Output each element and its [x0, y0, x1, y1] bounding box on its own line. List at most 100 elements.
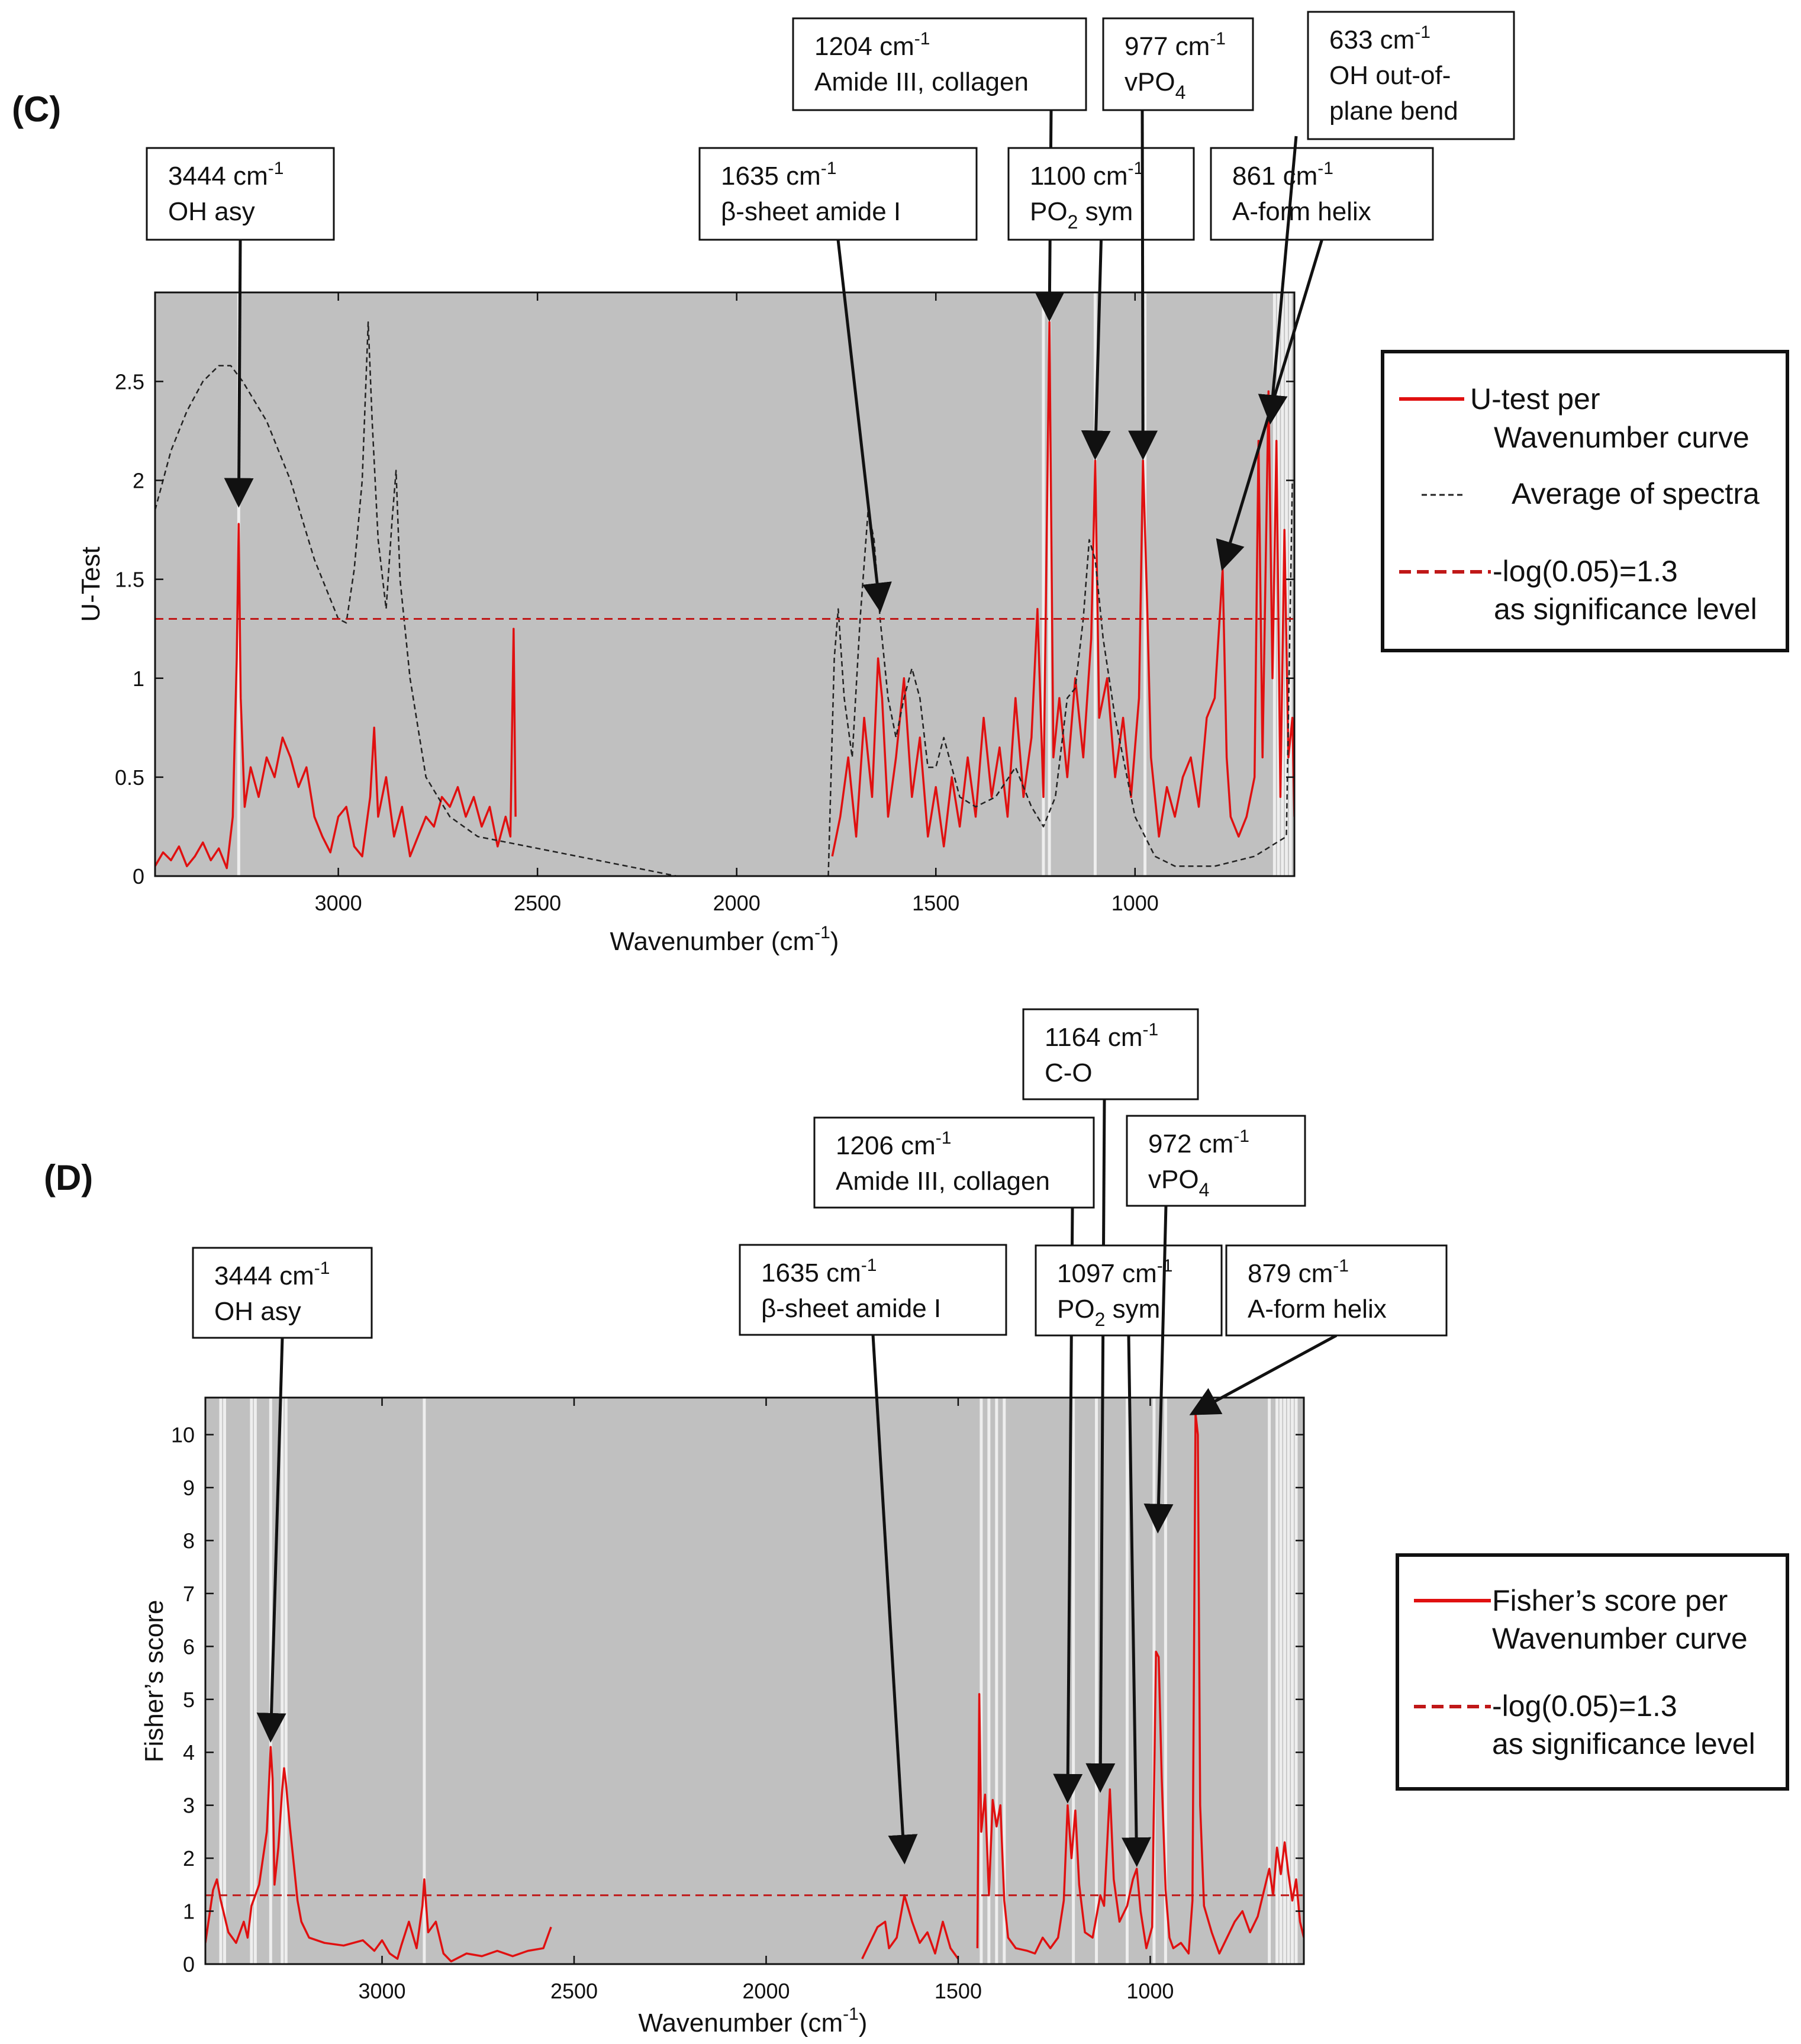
legend: Fisher’s score per Wavenumber curve -log(0…	[1396, 1553, 1789, 1791]
annotation-wavenumber-sup: -1	[1317, 159, 1333, 178]
annotation-arrow	[871, 1334, 918, 1865]
x-tick-label: 1000	[1126, 1979, 1174, 2003]
x-tick-label: 3000	[315, 891, 362, 915]
annotation-assignment-line2: plane bend	[1329, 96, 1458, 125]
x-tick-label: 1500	[912, 891, 959, 915]
y-tick-label: 1	[133, 667, 144, 691]
annotation-box	[813, 1116, 1095, 1209]
legend-label: Average of spectra	[1512, 477, 1760, 510]
annotation-wavenumber: 1100 cm-1	[1030, 159, 1143, 191]
y-axis-label: Fisher’s score	[140, 1600, 169, 1763]
y-tick-label: 1.5	[115, 568, 144, 592]
y-tick-label: 7	[183, 1582, 195, 1606]
annotation-assignment: OH asy	[214, 1297, 301, 1326]
legend-box	[1396, 1553, 1789, 1791]
annotation-arrow	[1122, 1335, 1152, 1868]
y-tick-label: 0	[183, 1952, 195, 1977]
x-axis-label: Wavenumber (cm-1)	[639, 2004, 868, 2037]
annotation-assignment: β-sheet amide I	[761, 1294, 941, 1323]
annotation-wavenumber-sup: -1	[1210, 29, 1226, 49]
annotation-assignment-name: β-sheet amide I	[721, 197, 901, 226]
y-tick-label: 2	[183, 1846, 195, 1871]
annotation-wavenumber: 3444 cm-1	[168, 159, 283, 191]
annotation-assignment-sub: 2	[1095, 1309, 1106, 1330]
annotation-assignment-sub: 2	[1068, 211, 1078, 233]
annotation-assignment: PO2 sym	[1030, 197, 1133, 233]
annotation-assignment-name: vPO	[1125, 67, 1175, 96]
series-group	[205, 1412, 1304, 1963]
annotation-assignment-name: C-O	[1045, 1058, 1093, 1087]
annotation-wavenumber: 977 cm-1	[1125, 29, 1226, 61]
annotation-assignment-name: PO	[1057, 1295, 1095, 1324]
annotation-wavenumber: 1097 cm-1	[1057, 1256, 1172, 1288]
annotation-wavenumber-value: 1164 cm	[1045, 1023, 1143, 1052]
annotation-wavenumber-value: 3444 cm	[214, 1261, 314, 1290]
annotation-arrow	[1258, 136, 1298, 425]
annotation-wavenumber: 1204 cm-1	[814, 29, 930, 61]
x-tick-label: 1500	[935, 1979, 982, 2003]
annotation-box	[1307, 11, 1515, 140]
annotation: 633 cm-1OH out-of-plane bend	[1258, 11, 1515, 425]
x-axis-label-sup: -1	[814, 923, 830, 942]
x-axis-label-end: )	[830, 927, 839, 956]
annotation-wavenumber-sup: -1	[1143, 1020, 1159, 1039]
annotation-wavenumber-value: 1206 cm	[836, 1131, 936, 1160]
y-tick-label: 9	[183, 1476, 195, 1500]
annotation-assignment: Amide III, collagen	[836, 1167, 1050, 1196]
annotation-wavenumber-sup: -1	[314, 1258, 330, 1278]
y-axis-label: U-Test	[76, 546, 105, 622]
annotation-assignment-name: A-form helix	[1248, 1295, 1387, 1324]
panel-label: (C)	[12, 89, 61, 129]
annotation-wavenumber-value: 977 cm	[1125, 32, 1210, 61]
annotation-wavenumber-sup: -1	[914, 29, 930, 49]
x-axis-label-end: )	[859, 2008, 868, 2037]
annotation-arrow	[836, 239, 892, 613]
y-tick-label: 2	[133, 469, 144, 493]
annotation-box	[698, 147, 978, 241]
x-axis-label-sup: -1	[843, 2004, 859, 2024]
annotation-box	[1007, 147, 1195, 241]
annotation-arrow	[1085, 1099, 1116, 1793]
plot-background	[205, 1398, 1304, 1964]
annotation-assignment-name: OH asy	[214, 1297, 301, 1326]
annotation-wavenumber: 633 cm-1	[1329, 22, 1431, 54]
fisher-score-line	[976, 1412, 1304, 1955]
x-axis-label-main: Wavenumber (cm	[639, 2008, 843, 2037]
x-tick-label: 2500	[514, 891, 561, 915]
x-tick-label: 2000	[742, 1979, 790, 2003]
annotation-assignment: vPO4	[1125, 67, 1185, 103]
annotation-box	[1126, 1115, 1306, 1207]
y-tick-label: 0.5	[115, 765, 144, 790]
x-tick-label: 2000	[713, 891, 761, 915]
legend-box	[1381, 350, 1789, 652]
annotation-assignment: Amide III, collagen	[814, 67, 1029, 96]
annotation-arrow	[1143, 1205, 1174, 1534]
y-tick-label: 4	[183, 1740, 195, 1765]
annotation-assignment: C-O	[1045, 1058, 1093, 1087]
annotation-assignment-name: Amide III, collagen	[836, 1167, 1050, 1196]
average-spectra-line	[827, 480, 1293, 876]
annotation-arrow	[224, 239, 254, 508]
annotation-box	[792, 17, 1087, 111]
annotation-wavenumber-sup: -1	[1233, 1126, 1249, 1146]
annotation-assignment-sub: 4	[1175, 82, 1186, 103]
y-tick-label: 8	[183, 1528, 195, 1553]
annotation-assignment-end: sym	[1105, 1295, 1160, 1324]
annotation-wavenumber-value: 1635 cm	[761, 1258, 861, 1287]
y-tick-label: 10	[171, 1423, 195, 1447]
annotation: 1100 cm-1 PO2 sym	[1007, 147, 1195, 461]
annotation-wavenumber: 861 cm-1	[1232, 159, 1333, 191]
y-tick-label: 1	[183, 1900, 195, 1924]
annotation-wavenumber-value: 879 cm	[1248, 1259, 1333, 1288]
annotation-box	[1022, 1008, 1199, 1100]
annotation-wavenumber: 1206 cm-1	[836, 1128, 951, 1160]
legend-label: -log(0.05)=1.3	[1492, 1689, 1677, 1723]
x-tick-label: 2500	[550, 1979, 598, 2003]
annotation: 3444 cm-1 OH asy	[192, 1247, 373, 1743]
annotation-assignment: OH asy	[168, 197, 255, 226]
annotation: 879 cm-1 A-form helix	[1189, 1244, 1448, 1415]
annotation: 3444 cm-1 OH asy	[146, 147, 335, 508]
annotation-wavenumber: 1635 cm-1	[761, 1256, 877, 1287]
annotation-wavenumber: 879 cm-1	[1248, 1256, 1349, 1288]
